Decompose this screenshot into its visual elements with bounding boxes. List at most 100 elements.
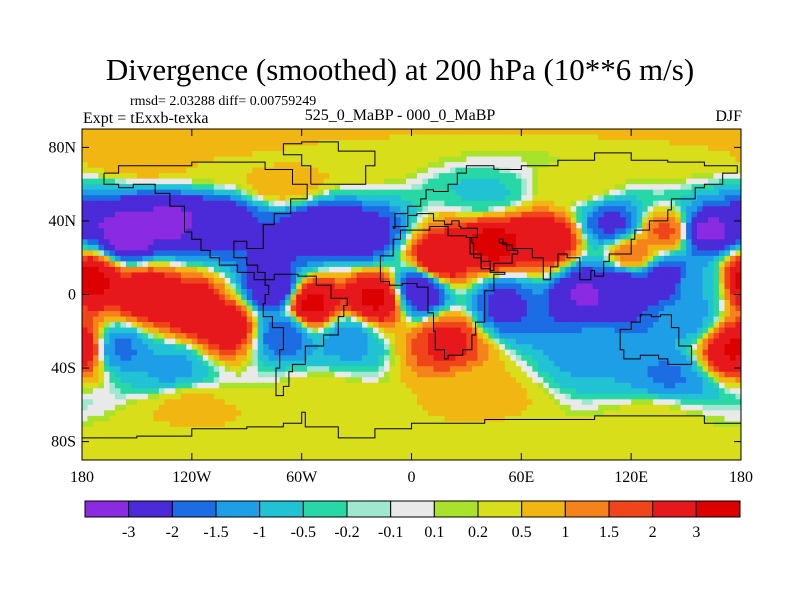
field-cell — [114, 261, 121, 268]
field-cell — [636, 178, 643, 185]
field-cell — [570, 173, 577, 180]
field-cell — [230, 156, 237, 163]
field-cell — [515, 134, 522, 141]
field-cell — [87, 338, 94, 345]
field-cell — [175, 222, 182, 229]
field-cell — [186, 288, 193, 295]
field-cell — [603, 327, 610, 334]
field-cell — [406, 228, 412, 235]
field-cell — [147, 167, 154, 174]
field-cell — [340, 283, 346, 290]
field-cell — [532, 322, 539, 328]
field-cell — [131, 173, 138, 180]
field-cell — [680, 129, 687, 135]
field-cell — [658, 283, 665, 290]
field-cell — [285, 195, 292, 202]
field-cell — [581, 129, 588, 135]
field-cell — [471, 151, 478, 157]
field-cell — [158, 355, 165, 362]
field-cell — [125, 200, 132, 207]
field-cell — [285, 145, 292, 152]
field-cell — [87, 222, 94, 229]
field-cell — [631, 288, 638, 295]
field-cell — [510, 261, 517, 268]
field-cell — [581, 283, 588, 290]
field-cell — [691, 206, 698, 213]
field-cell — [384, 272, 390, 279]
field-cell — [515, 311, 522, 317]
field-cell — [279, 167, 286, 174]
field-cell — [175, 322, 182, 328]
field-cell — [631, 134, 638, 141]
field-cell — [422, 222, 429, 229]
field-cell — [614, 255, 621, 262]
field-cell — [208, 322, 215, 328]
field-cell — [554, 283, 561, 290]
field-cell — [455, 327, 462, 334]
field-cell — [724, 338, 731, 345]
field-cell — [136, 228, 143, 235]
field-cell — [664, 322, 671, 328]
field-cell — [735, 129, 741, 135]
field-cell — [554, 211, 561, 218]
field-cell — [477, 217, 484, 224]
field-cell — [87, 151, 94, 157]
field-cell — [631, 178, 638, 185]
field-cell — [197, 294, 204, 301]
field-cell — [131, 228, 138, 235]
field-cell — [109, 349, 116, 356]
field-cell — [263, 272, 270, 279]
field-cell — [274, 333, 281, 340]
field-cell — [653, 145, 660, 152]
field-cell — [471, 311, 478, 317]
field-cell — [686, 311, 692, 317]
field-cell — [620, 211, 627, 218]
field-cell — [362, 349, 368, 356]
field-cell — [515, 244, 522, 251]
field-cell — [482, 233, 489, 240]
field-cell — [559, 156, 566, 163]
field-cell — [669, 266, 676, 273]
field-cell — [252, 338, 259, 345]
field-cell — [427, 222, 434, 229]
field-cell — [340, 239, 346, 246]
field-cell — [466, 173, 473, 180]
field-cell — [186, 283, 193, 290]
field-cell — [543, 272, 550, 279]
field-cell — [307, 189, 314, 196]
field-cell — [455, 244, 462, 251]
field-cell — [658, 222, 665, 229]
field-cell — [147, 316, 154, 323]
field-cell — [384, 134, 390, 141]
field-cell — [477, 244, 484, 251]
field-cell — [642, 338, 649, 345]
field-cell — [609, 294, 616, 301]
field-cell — [642, 189, 649, 196]
field-cell — [114, 327, 121, 334]
field-cell — [581, 140, 588, 146]
field-cell — [351, 261, 357, 268]
field-cell — [427, 355, 434, 362]
field-cell — [631, 300, 638, 306]
field-cell — [301, 300, 308, 306]
field-cell — [603, 250, 610, 257]
field-cell — [614, 261, 621, 268]
field-cell — [334, 151, 341, 157]
field-cell — [186, 266, 193, 273]
field-cell — [526, 277, 533, 284]
field-cell — [400, 300, 407, 306]
field-cell — [345, 184, 352, 191]
field-cell — [559, 206, 566, 213]
field-cell — [460, 173, 467, 180]
field-cell — [103, 288, 110, 295]
field-cell — [548, 311, 555, 317]
field-cell — [576, 151, 583, 157]
field-cell — [427, 129, 434, 135]
field-cell — [318, 311, 325, 317]
field-cell — [576, 211, 583, 218]
field-cell — [614, 151, 621, 157]
field-cell — [411, 134, 418, 141]
field-cell — [532, 305, 539, 312]
field-cell — [664, 288, 671, 295]
field-cell — [274, 134, 281, 141]
